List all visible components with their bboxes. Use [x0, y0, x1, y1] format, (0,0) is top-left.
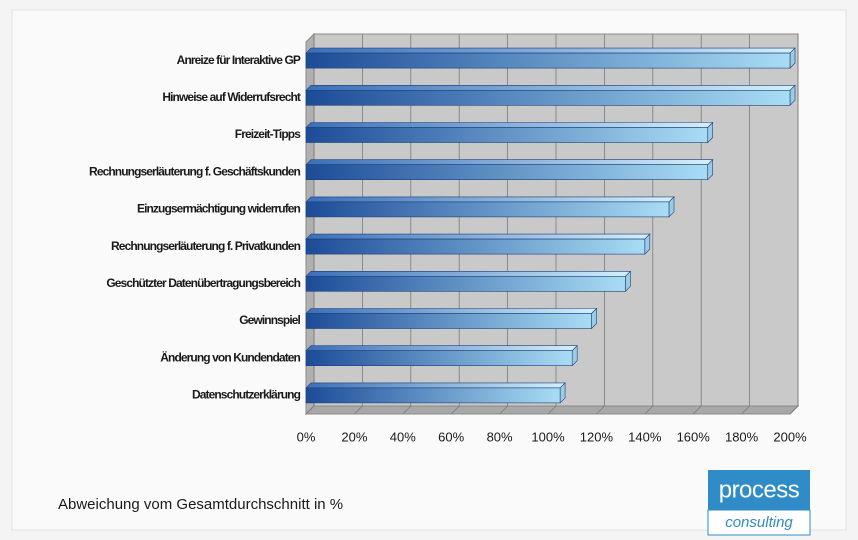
y-tick-label: Rechnungserläuterung f. Geschäftskunden — [89, 164, 301, 178]
bar — [305, 313, 592, 329]
x-tick-label: 0% — [297, 429, 316, 444]
y-tick-label: Einzugsermächtigung widerrufen — [137, 202, 301, 216]
bar — [305, 238, 646, 255]
bar-top — [305, 122, 714, 128]
x-tick-label: 40% — [390, 429, 416, 444]
x-tick-label: 180% — [725, 429, 759, 444]
x-tick-label: 140% — [628, 429, 662, 444]
x-tick-label: 160% — [677, 429, 711, 444]
logo-top-box — [708, 470, 810, 510]
bar-top — [305, 270, 632, 277]
y-tick-label: Geschützter Datenübertragungsbereich — [106, 276, 300, 290]
bar-top — [305, 345, 578, 352]
floor-grid-line — [402, 405, 412, 415]
x-tick-label: 20% — [341, 429, 367, 444]
bar — [305, 350, 573, 367]
floor-grid-line — [305, 405, 315, 415]
x-tick-label: 80% — [487, 429, 513, 444]
logo-bottom-box — [707, 509, 811, 536]
y-tick-label: Änderung von Kundendaten — [160, 349, 300, 364]
logo-bottom: consulting — [725, 514, 793, 531]
bar — [305, 387, 561, 404]
floor-grid-line — [741, 405, 750, 415]
bar — [305, 52, 791, 69]
floor-grid-line — [596, 405, 605, 415]
bar-top — [305, 159, 714, 165]
bar-top — [305, 47, 796, 54]
y-tick-label: Anreize für Interaktive GP — [177, 53, 301, 67]
x-tick-label: 60% — [438, 429, 464, 444]
y-tick-label: Hinweise auf Widerrufsrecht — [162, 90, 301, 104]
logo-top: process — [719, 476, 800, 503]
x-tick-label: 120% — [580, 429, 614, 444]
bar — [305, 201, 670, 218]
bar-top — [305, 233, 651, 240]
bar-top — [305, 382, 566, 389]
bar-top — [305, 85, 796, 91]
bar — [305, 164, 709, 180]
floor-grid-line — [692, 405, 702, 415]
floor-grid-line — [450, 405, 460, 415]
floor-grid-line — [789, 405, 799, 415]
bar — [305, 275, 626, 292]
bar — [305, 90, 791, 106]
y-tick-label: Freizeit-Tipps — [235, 127, 301, 141]
x-tick-label: 100% — [531, 429, 565, 444]
bar-top — [305, 308, 598, 314]
annotation: Abweichung vom Gesamtdurchschnitt in % — [58, 496, 343, 513]
y-tick-label: Datenschutzerklärung — [192, 388, 301, 402]
bar-top — [305, 196, 675, 203]
y-tick-label: Rechnungserläuterung f. Privatkunden — [111, 239, 301, 253]
floor-grid-line — [499, 405, 508, 415]
y-tick-label: Gewinnspiel — [239, 313, 300, 327]
floor-grid-line — [547, 405, 557, 415]
floor-grid-line — [644, 405, 654, 415]
bar — [305, 127, 709, 143]
x-tick-label: 200% — [773, 429, 807, 444]
floor-grid-line — [354, 405, 363, 415]
